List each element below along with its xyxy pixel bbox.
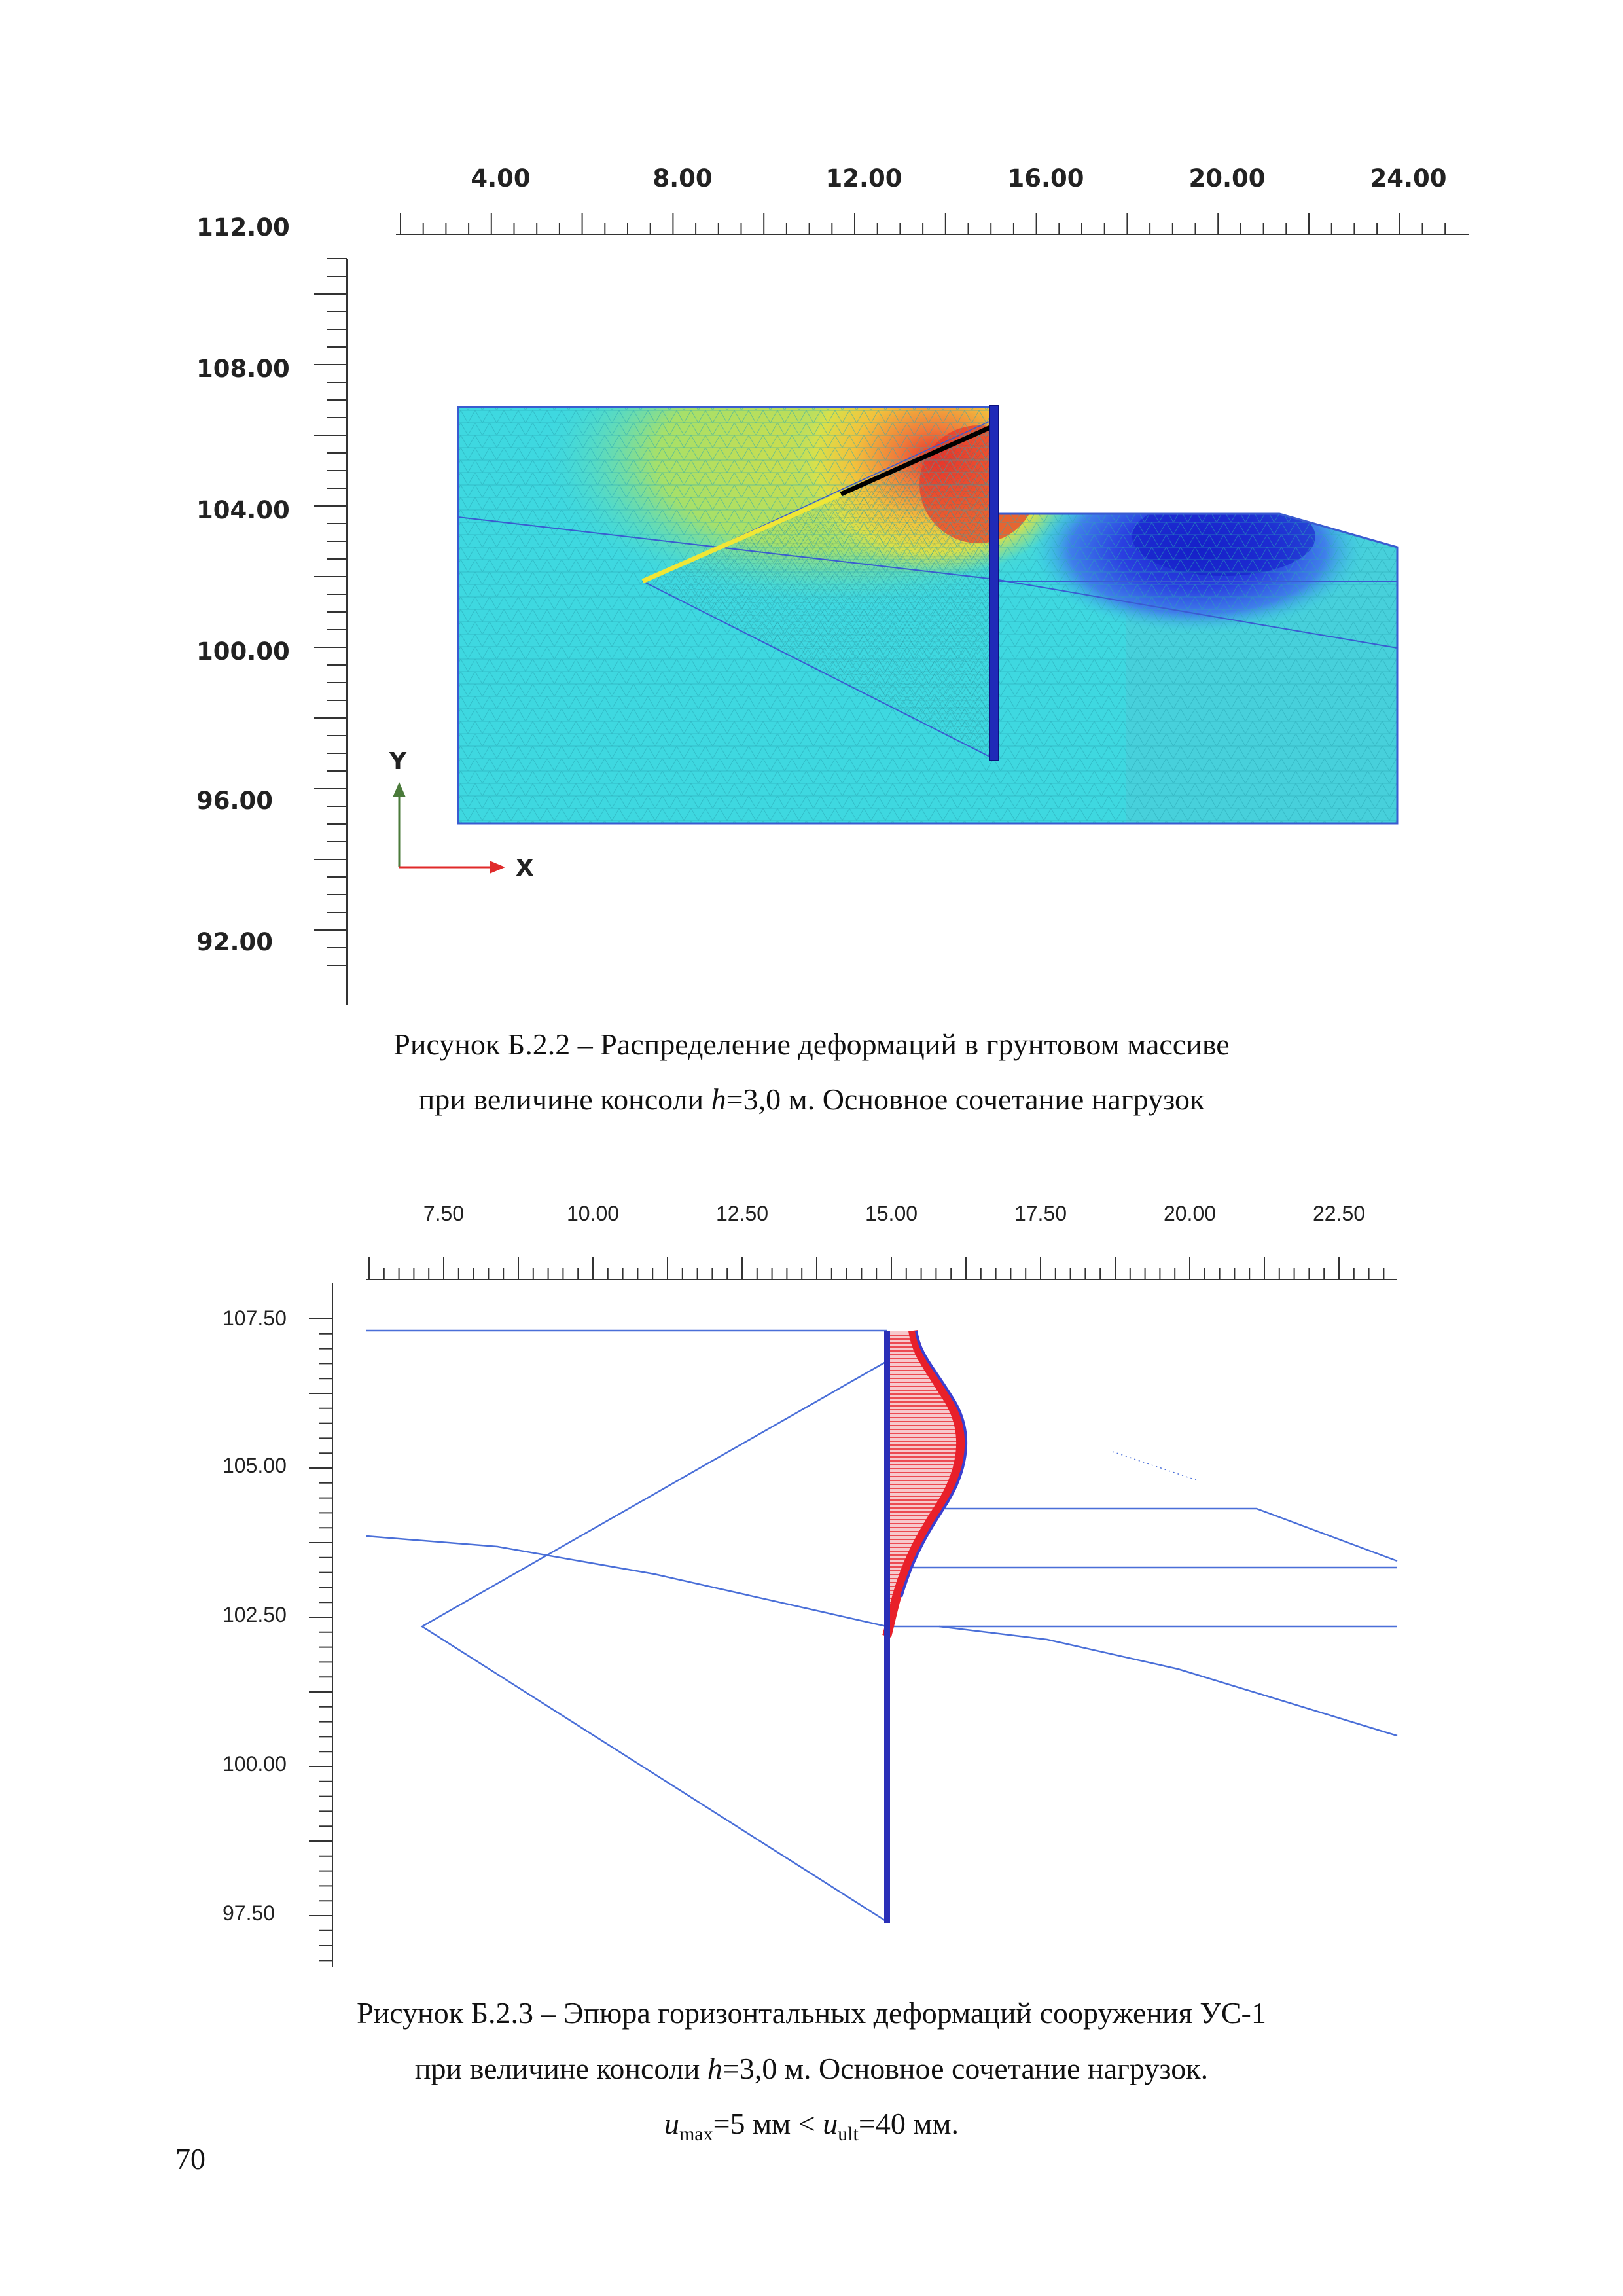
caption-text: =5 мм < bbox=[713, 2107, 823, 2140]
fig1-xtick: 20.00 bbox=[1188, 164, 1265, 192]
anchor-bond-length bbox=[840, 423, 996, 497]
fig2-ytick: 100.00 bbox=[223, 1752, 287, 1776]
fig2-ytick: 97.50 bbox=[223, 1901, 275, 1925]
fig1-ytick: 96.00 bbox=[196, 787, 273, 815]
fig1-top-ruler: 4.00 8.00 12.00 16.00 20.00 24.00 bbox=[396, 164, 1469, 235]
figure-2-horizontal-deformation-epure: 7.50 10.00 12.50 15.00 17.50 20.00 22.50… bbox=[223, 1202, 1398, 1967]
axis-x-label: X bbox=[516, 855, 534, 882]
fig1-xtick: 4.00 bbox=[471, 164, 530, 192]
fig2-xtick: 7.50 bbox=[423, 1202, 464, 1225]
retaining-wall-profile bbox=[884, 1331, 890, 1923]
figure-1-caption: Рисунок Б.2.2 – Распределение деформаций… bbox=[0, 1030, 1623, 1060]
caption-variable: u bbox=[664, 2107, 679, 2140]
caption-text: =3,0 м. Основное сочетание нагрузок bbox=[726, 1083, 1205, 1116]
deformation-epure bbox=[882, 1329, 968, 1638]
retaining-wall bbox=[989, 405, 999, 761]
fig1-ytick: 104.00 bbox=[196, 496, 290, 524]
fig2-ytick: 102.50 bbox=[223, 1603, 287, 1626]
caption-variable: h bbox=[707, 2052, 722, 2085]
fig1-left-ruler: 112.00 108.00 104.00 100.00 96.00 92.00 bbox=[196, 213, 348, 1005]
soil-layer-boundaries bbox=[366, 1329, 1398, 1923]
caption-subscript: max bbox=[679, 2123, 713, 2145]
caption-text: при величине консоли bbox=[418, 1083, 711, 1116]
fig2-ytick: 107.50 bbox=[223, 1306, 287, 1330]
caption-subscript: ult bbox=[838, 2123, 859, 2145]
fig2-xtick: 12.50 bbox=[716, 1202, 768, 1225]
fig2-xtick: 15.00 bbox=[865, 1202, 918, 1225]
x-arrow-icon bbox=[490, 861, 505, 874]
fig1-ytick: 100.00 bbox=[196, 637, 290, 666]
fig1-xtick: 24.00 bbox=[1370, 164, 1446, 192]
fig1-xtick: 12.00 bbox=[825, 164, 902, 192]
axis-y-label: Y bbox=[389, 748, 407, 775]
fig1-ytick: 108.00 bbox=[196, 355, 290, 383]
page-number: 70 bbox=[175, 2142, 205, 2176]
soil-massif bbox=[457, 406, 1399, 825]
caption-text: при величине консоли bbox=[414, 2052, 707, 2085]
fig2-top-ruler: 7.50 10.00 12.50 15.00 17.50 20.00 22.50 bbox=[366, 1202, 1397, 1280]
fig1-ytick: 92.00 bbox=[196, 928, 273, 956]
figure-2-caption: Рисунок Б.2.3 – Эпюра горизонтальных деф… bbox=[0, 1998, 1623, 2028]
fig2-left-ruler: 107.50 105.00 102.50 100.00 97.50 bbox=[223, 1283, 333, 1967]
coordinate-axes-triad: Y X bbox=[389, 748, 534, 882]
fig1-xtick: 16.00 bbox=[1007, 164, 1084, 192]
y-arrow-icon bbox=[393, 782, 406, 797]
caption-line: Рисунок Б.2.2 – Распределение деформаций… bbox=[393, 1028, 1230, 1061]
fig2-xtick: 17.50 bbox=[1014, 1202, 1067, 1225]
fig1-xtick: 8.00 bbox=[652, 164, 712, 192]
fig2-xtick: 20.00 bbox=[1164, 1202, 1216, 1225]
anchor-free-length bbox=[641, 492, 842, 584]
fig2-ytick: 105.00 bbox=[223, 1454, 287, 1477]
figure-1-caption-line2: при величине консоли h=3,0 м. Основное с… bbox=[0, 1085, 1623, 1115]
figure-2-caption-line2: при величине консоли h=3,0 м. Основное с… bbox=[0, 2054, 1623, 2084]
fig1-ytick: 112.00 bbox=[196, 213, 290, 242]
fig2-xtick: 22.50 bbox=[1313, 1202, 1365, 1225]
caption-text: =40 мм. bbox=[858, 2107, 959, 2140]
figure-2-caption-line3: umax=5 мм < uult=40 мм. bbox=[0, 2109, 1623, 2144]
caption-line: Рисунок Б.2.3 – Эпюра горизонтальных деф… bbox=[357, 1996, 1266, 2030]
caption-text: =3,0 м. Основное сочетание нагрузок. bbox=[722, 2052, 1209, 2085]
figure-1-deformation-contour: 4.00 8.00 12.00 16.00 20.00 24.00 112.00… bbox=[196, 164, 1469, 1005]
caption-variable: u bbox=[823, 2107, 838, 2140]
fig2-xtick: 10.00 bbox=[567, 1202, 619, 1225]
caption-variable: h bbox=[711, 1083, 726, 1116]
